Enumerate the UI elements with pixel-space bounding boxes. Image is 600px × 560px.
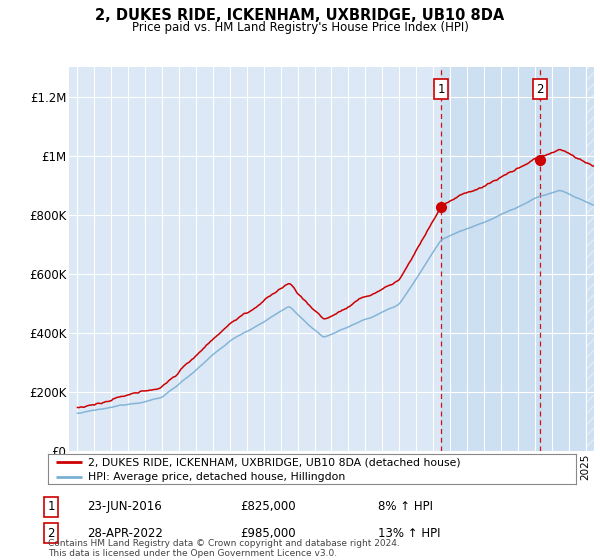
Text: 2: 2 bbox=[536, 82, 544, 96]
Text: 1: 1 bbox=[47, 500, 55, 514]
Bar bbox=[586, 67, 600, 451]
Text: Price paid vs. HM Land Registry's House Price Index (HPI): Price paid vs. HM Land Registry's House … bbox=[131, 21, 469, 34]
Bar bbox=[441, 67, 540, 451]
Text: £985,000: £985,000 bbox=[240, 526, 296, 540]
Text: HPI: Average price, detached house, Hillingdon: HPI: Average price, detached house, Hill… bbox=[88, 472, 345, 482]
Text: 2, DUKES RIDE, ICKENHAM, UXBRIDGE, UB10 8DA: 2, DUKES RIDE, ICKENHAM, UXBRIDGE, UB10 … bbox=[95, 8, 505, 24]
Text: Contains HM Land Registry data © Crown copyright and database right 2024.
This d: Contains HM Land Registry data © Crown c… bbox=[48, 539, 400, 558]
Text: 13% ↑ HPI: 13% ↑ HPI bbox=[378, 526, 440, 540]
Text: 23-JUN-2016: 23-JUN-2016 bbox=[87, 500, 162, 514]
Text: £825,000: £825,000 bbox=[240, 500, 296, 514]
Text: 2, DUKES RIDE, ICKENHAM, UXBRIDGE, UB10 8DA (detached house): 2, DUKES RIDE, ICKENHAM, UXBRIDGE, UB10 … bbox=[88, 457, 460, 467]
Bar bbox=[540, 67, 600, 451]
Text: 8% ↑ HPI: 8% ↑ HPI bbox=[378, 500, 433, 514]
Text: 1: 1 bbox=[437, 82, 445, 96]
Text: 2: 2 bbox=[47, 526, 55, 540]
Text: 28-APR-2022: 28-APR-2022 bbox=[87, 526, 163, 540]
